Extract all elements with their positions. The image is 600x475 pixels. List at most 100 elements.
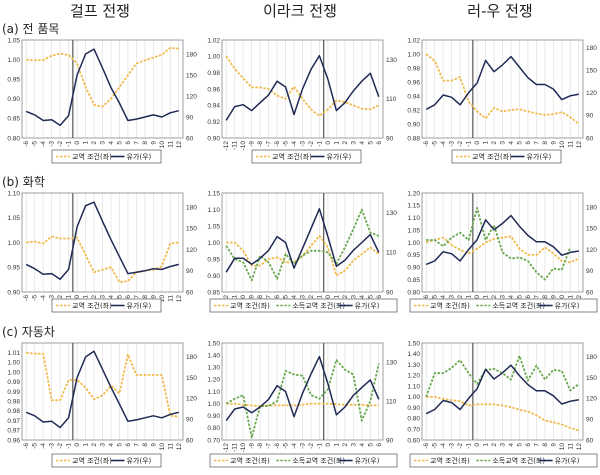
y2-tick-label: 60 bbox=[586, 135, 594, 142]
legend-label-tot: 교역 조건(좌) bbox=[472, 152, 512, 161]
x-tick-label: -5 bbox=[432, 295, 439, 301]
panel-russia-all: 0.880.900.920.940.960.981.001.0260901201… bbox=[407, 37, 597, 164]
x-tick-label: 2 bbox=[342, 141, 349, 145]
x-tick-label: -9 bbox=[249, 295, 256, 301]
x-tick-label: -6 bbox=[23, 141, 30, 147]
x-tick-label: -8 bbox=[257, 443, 264, 449]
y-tick-label: 0.96 bbox=[407, 79, 420, 86]
x-tick-label: 6 bbox=[525, 141, 532, 145]
x-tick-label: -1 bbox=[66, 443, 73, 449]
x-tick-label: -4 bbox=[40, 141, 47, 147]
y-tick-label: 0.80 bbox=[207, 425, 220, 432]
series-line-tot bbox=[26, 351, 179, 418]
series-line-tot bbox=[26, 46, 179, 108]
y-tick-label: 0.85 bbox=[7, 116, 20, 123]
y-tick-label: 0.90 bbox=[207, 135, 220, 142]
legend-label-oil: 유가(우) bbox=[327, 152, 352, 161]
x-tick-label: 8 bbox=[142, 141, 149, 145]
legend-box bbox=[51, 149, 162, 164]
y-tick-label: 0.95 bbox=[7, 77, 20, 84]
y-tick-label: 0.98 bbox=[7, 408, 20, 415]
x-tick-label: 4 bbox=[508, 443, 515, 447]
x-tick-label: 12 bbox=[176, 295, 183, 303]
y-tick-label: 1.10 bbox=[207, 389, 220, 396]
legend-label-tot: 교역 조건(좌) bbox=[430, 301, 470, 310]
x-tick-label: 0 bbox=[74, 443, 81, 447]
y2-tick-label: 150 bbox=[186, 375, 197, 382]
x-tick-label: -3 bbox=[449, 295, 456, 301]
x-tick-label: 6 bbox=[525, 295, 532, 299]
legend: 교역 조건(좌) 유가(우) bbox=[51, 149, 162, 164]
y-tick-label: 1.05 bbox=[407, 227, 420, 234]
section-title-auto: (c) 자동차 bbox=[2, 325, 55, 339]
series-line-oil bbox=[25, 201, 179, 281]
y-tick-label: 1.15 bbox=[407, 203, 420, 210]
y2-tick-label: 180 bbox=[586, 354, 597, 361]
y2-tick-label: 60 bbox=[186, 135, 194, 142]
x-tick-label: -11 bbox=[232, 141, 239, 150]
y2-tick-label: 60 bbox=[586, 437, 594, 444]
x-tick-label: 5 bbox=[367, 141, 374, 145]
x-tick-label: 1 bbox=[333, 295, 340, 299]
x-tick-label: -1 bbox=[66, 141, 73, 147]
y-tick-label: 1.00 bbox=[207, 401, 220, 408]
panel-gulf-all: 0.800.850.900.951.001.056090120150180-6-… bbox=[7, 37, 197, 164]
x-tick-label: -8 bbox=[257, 141, 264, 147]
x-tick-label: -6 bbox=[274, 295, 281, 301]
legend-label-tot: 교역 조건(좌) bbox=[72, 456, 112, 465]
y-tick-label: 0.94 bbox=[407, 93, 420, 100]
x-tick-label: 0 bbox=[325, 295, 332, 299]
x-tick-label: -10 bbox=[240, 443, 247, 453]
x-tick-label: 6 bbox=[376, 141, 383, 145]
x-tick-label: 4 bbox=[108, 295, 115, 299]
y2-tick-label: 90 bbox=[586, 417, 594, 424]
y2-tick-label: 90 bbox=[386, 135, 394, 142]
x-tick-label: -2 bbox=[308, 443, 315, 449]
x-tick-label: 3 bbox=[100, 295, 107, 299]
y2-tick-label: 120 bbox=[186, 247, 197, 254]
x-tick-label: 9 bbox=[150, 141, 157, 145]
x-tick-label: 5 bbox=[116, 141, 123, 145]
legend: 교역 조건(좌) 유가(우) bbox=[451, 149, 562, 164]
x-tick-label: 0 bbox=[74, 141, 81, 145]
y-tick-label: 0.95 bbox=[7, 265, 20, 272]
legend-label-oil: 유가(우) bbox=[555, 456, 580, 465]
x-tick-label: 12 bbox=[176, 443, 183, 451]
legend-label-oil: 유가(우) bbox=[555, 301, 580, 310]
plot-frame bbox=[21, 192, 184, 293]
legend-label-oil: 유가(우) bbox=[355, 456, 380, 465]
x-tick-label: 9 bbox=[550, 141, 557, 145]
x-tick-label: -2 bbox=[308, 295, 315, 301]
x-tick-label: -3 bbox=[49, 295, 56, 301]
x-tick-label: -6 bbox=[23, 443, 30, 449]
legend-label-inc: 소득교역 조건(좌) bbox=[292, 456, 345, 465]
x-tick-label: -3 bbox=[49, 141, 56, 147]
x-tick-label: -1 bbox=[466, 141, 473, 147]
x-tick-label: 3 bbox=[350, 443, 357, 447]
x-tick-label: -2 bbox=[457, 141, 464, 147]
x-tick-label: -10 bbox=[240, 141, 247, 151]
x-tick-label: -1 bbox=[466, 295, 473, 301]
y-tick-label: 1.00 bbox=[407, 240, 420, 247]
series-line-tot bbox=[425, 53, 580, 125]
plot-frame bbox=[421, 192, 584, 293]
panel-gulf-auto: 0.96 0.97 0.97 0.98 0.98 0.99 0.99 1.00 1.00 1.01… bbox=[7, 342, 197, 468]
x-tick-label: 11 bbox=[567, 295, 574, 302]
y-tick-label: 0.95 bbox=[407, 252, 420, 259]
y-tick-label: 1.00 bbox=[7, 369, 20, 376]
y2-tick-label: 180 bbox=[186, 354, 197, 361]
x-tick-label: -8 bbox=[257, 295, 264, 301]
section-title-all: (a) 전 품목 bbox=[2, 22, 59, 36]
y-tick-label: 0.85 bbox=[407, 277, 420, 284]
x-tick-label: 1 bbox=[483, 443, 490, 447]
x-tick-label: -1 bbox=[316, 141, 323, 147]
x-tick-label: 7 bbox=[133, 141, 140, 145]
legend-label-tot: 교역 조건(좌) bbox=[230, 456, 270, 465]
plot-frame bbox=[421, 342, 584, 441]
y-tick-label: 0.90 bbox=[407, 121, 420, 128]
y-tick-label: 0.99 bbox=[7, 389, 20, 396]
legend: 교역 조건(좌) 유가(우) bbox=[51, 298, 162, 313]
x-tick-label: 1 bbox=[83, 443, 90, 447]
y-tick-label: 1.10 bbox=[407, 383, 420, 390]
x-tick-label: 3 bbox=[500, 295, 507, 299]
